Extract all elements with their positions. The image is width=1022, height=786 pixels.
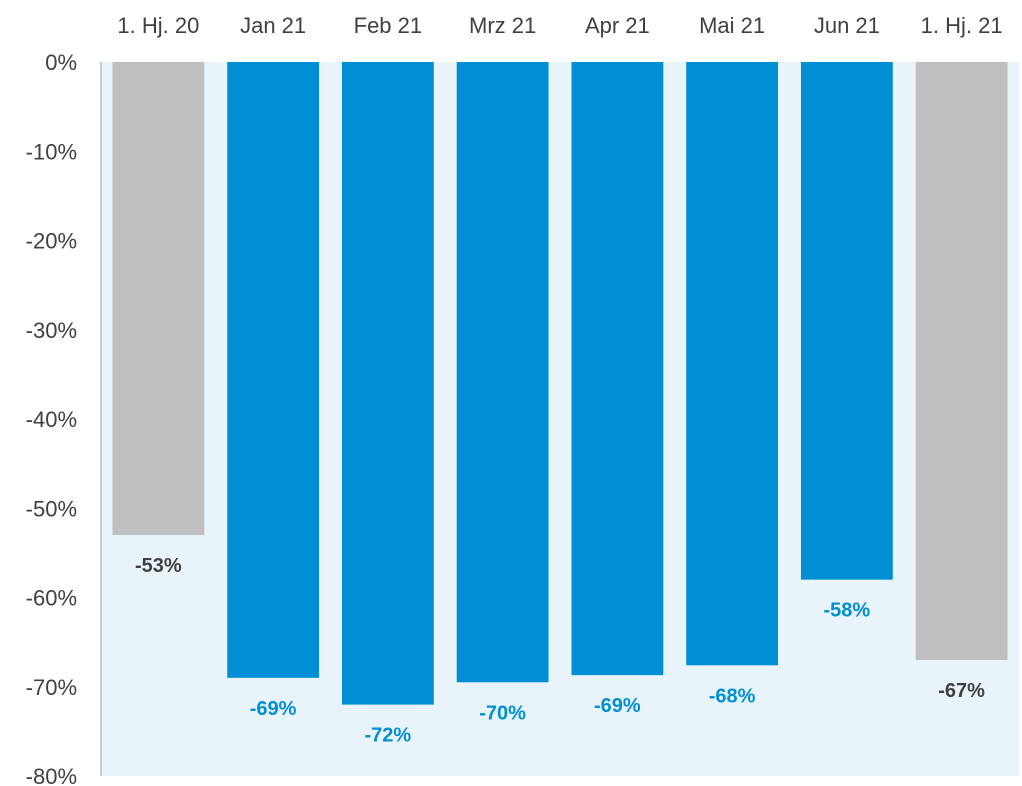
category-labels: 1. Hj. 20 Jan 21 Feb 21 Mrz 21 Apr 21 Mai 21 J… (117, 13, 1002, 38)
y-tick-label: -40% (26, 407, 77, 432)
bar (112, 62, 205, 536)
bar (227, 62, 320, 678)
bars-group (112, 62, 1008, 705)
x-category-label: Mai 21 (699, 13, 765, 38)
x-category-label: 1. Hj. 20 (117, 13, 199, 38)
bar (456, 62, 549, 683)
x-category-label: Jun 21 (814, 13, 880, 38)
y-tick-label: 0% (45, 50, 77, 75)
data-label: -72% (365, 725, 412, 747)
data-label: -69% (250, 698, 297, 720)
bar (800, 62, 893, 580)
x-category-label: Mrz 21 (469, 13, 536, 38)
data-label: -70% (479, 702, 526, 724)
x-category-label: Feb 21 (354, 13, 423, 38)
y-tick-label: -20% (26, 229, 77, 254)
x-category-label: Apr 21 (585, 13, 650, 38)
data-label: -58% (824, 600, 871, 622)
bar (571, 62, 664, 676)
bar (341, 62, 434, 705)
y-tick-label: -30% (26, 318, 77, 343)
y-tick-label: -70% (26, 675, 77, 700)
bar (686, 62, 779, 666)
y-tick-label: -10% (26, 139, 77, 164)
data-labels: -53% -69% -72% -70% -69% -68% -58% -67% (135, 555, 985, 747)
y-tick-label: -60% (26, 586, 77, 611)
bar (915, 62, 1008, 660)
data-label: -68% (709, 685, 756, 707)
y-axis-ticks: 0% -10% -20% -30% -40% -50% -60% -70% -80% (26, 50, 77, 786)
x-category-label: 1. Hj. 21 (921, 13, 1003, 38)
data-label: -69% (594, 695, 641, 717)
data-label: -67% (938, 680, 985, 702)
y-tick-label: -80% (26, 764, 77, 786)
y-tick-label: -50% (26, 496, 77, 521)
data-label: -53% (135, 555, 182, 577)
x-category-label: Jan 21 (240, 13, 306, 38)
